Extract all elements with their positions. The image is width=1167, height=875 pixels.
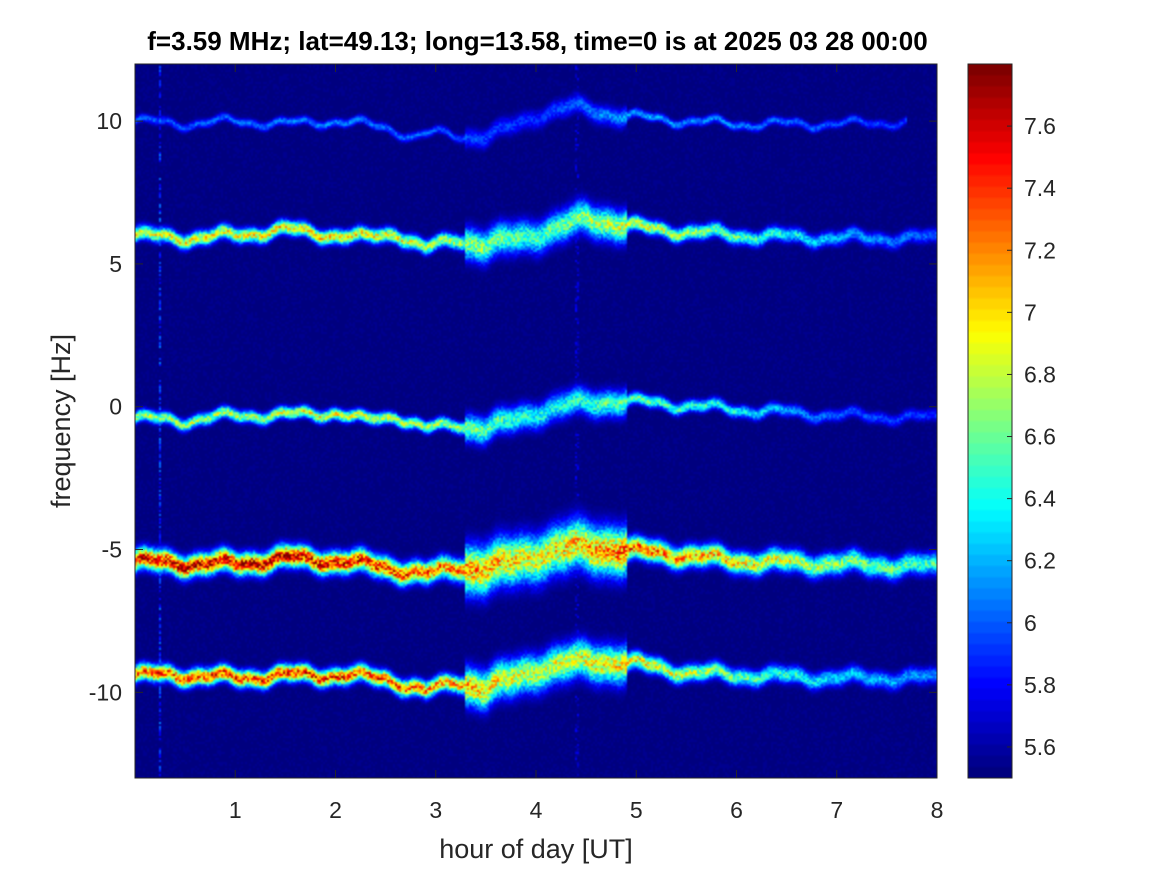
x-tick-label: 5 — [630, 797, 643, 823]
x-tick-label: 1 — [229, 797, 242, 823]
x-axis: 1 2 3 4 5 6 7 8 — [229, 64, 944, 823]
x-tick-label: 6 — [730, 797, 743, 823]
colorbar-gradient — [968, 64, 1012, 778]
y-tick-label: 5 — [109, 251, 122, 277]
colorbar: 5.6 5.8 6 6.2 6.4 6.6 6.8 7 7.2 7.4 7.6 — [967, 63, 1056, 779]
x-tick-label: 4 — [530, 797, 543, 823]
y-tick-label: -10 — [89, 679, 122, 705]
x-tick-label: 2 — [329, 797, 342, 823]
x-axis-label: hour of day [UT] — [439, 834, 633, 864]
y-axis: -10 -5 0 5 10 — [89, 108, 937, 705]
colorbar-tick-label: 6.4 — [1024, 486, 1056, 512]
plot-area — [134, 63, 938, 779]
x-tick-label: 7 — [830, 797, 843, 823]
y-tick-label: 10 — [96, 108, 122, 134]
colorbar-tick-label: 7.4 — [1024, 175, 1056, 201]
colorbar-tick-label: 5.6 — [1024, 734, 1056, 760]
colorbar-ticks: 5.6 5.8 6 6.2 6.4 6.6 6.8 7 7.2 7.4 7.6 — [1007, 113, 1056, 760]
spectrogram-image — [135, 64, 937, 778]
y-tick-label: -5 — [102, 537, 122, 563]
chart-title: f=3.59 MHz; lat=49.13; long=13.58, time=… — [147, 26, 928, 56]
colorbar-tick-label: 7.2 — [1024, 237, 1056, 263]
y-axis-label: frequency [Hz] — [46, 334, 76, 508]
colorbar-tick-label: 6.6 — [1024, 424, 1056, 450]
x-tick-label: 3 — [429, 797, 442, 823]
colorbar-tick-label: 6.8 — [1024, 361, 1056, 387]
colorbar-tick-label: 5.8 — [1024, 672, 1056, 698]
colorbar-tick-label: 6 — [1024, 610, 1037, 636]
colorbar-tick-label: 7.6 — [1024, 113, 1056, 139]
colorbar-frame — [967, 63, 1013, 779]
colorbar-tick-label: 6.2 — [1024, 548, 1056, 574]
colorbar-tick-label: 7 — [1024, 299, 1037, 325]
y-tick-label: 0 — [109, 394, 122, 420]
x-tick-label: 8 — [931, 797, 944, 823]
